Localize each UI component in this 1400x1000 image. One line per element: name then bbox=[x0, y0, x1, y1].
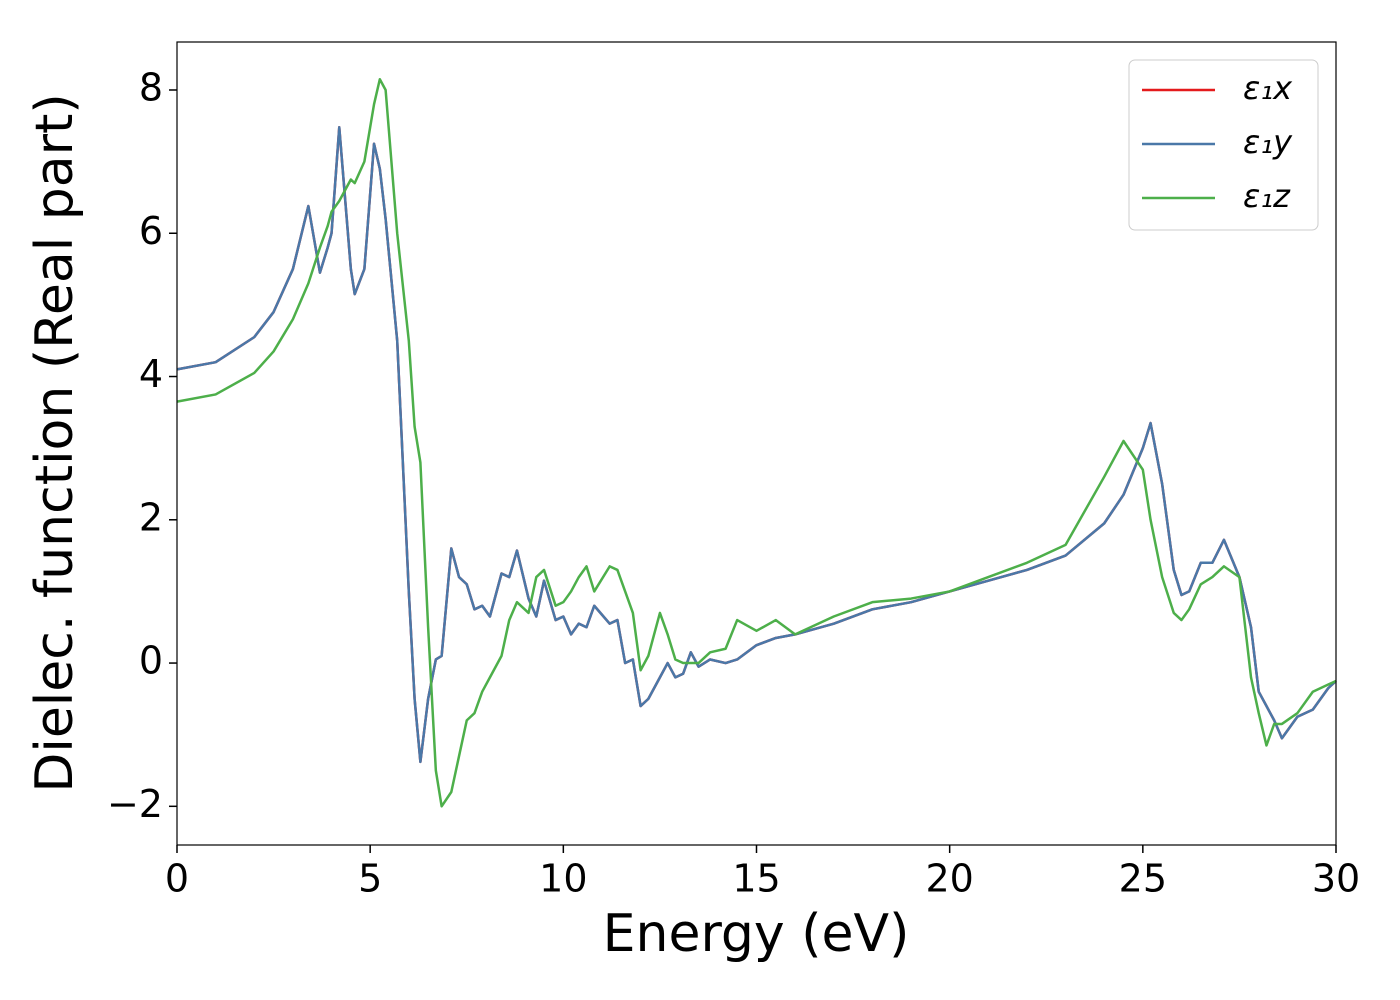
x-tick-label: 20 bbox=[925, 857, 973, 901]
x-tick-label: 25 bbox=[1119, 857, 1167, 901]
y-tick-label: −2 bbox=[107, 782, 163, 826]
y-tick-label: 0 bbox=[139, 639, 163, 683]
legend-label: ε₁z bbox=[1243, 177, 1291, 215]
x-axis-label: Energy (eV) bbox=[603, 904, 910, 964]
y-axis-label: Dielec. function (Real part) bbox=[25, 93, 85, 792]
x-tick-label: 5 bbox=[358, 857, 382, 901]
legend-box bbox=[1128, 59, 1319, 231]
legend-label: ε₁x bbox=[1243, 69, 1293, 107]
series-line bbox=[176, 78, 1337, 808]
y-tick-label: 4 bbox=[139, 352, 163, 396]
legend-label: ε₁y bbox=[1243, 123, 1293, 161]
x-tick-label: 0 bbox=[165, 857, 189, 901]
x-tick-label: 15 bbox=[732, 857, 780, 901]
series-line bbox=[176, 125, 1337, 764]
y-tick-label: 2 bbox=[139, 495, 163, 539]
x-tick-label: 10 bbox=[539, 857, 587, 901]
y-tick-label: 8 bbox=[139, 65, 163, 109]
plot-frame bbox=[176, 41, 1337, 846]
x-tick-label: 30 bbox=[1312, 857, 1360, 901]
y-tick-label: 6 bbox=[139, 209, 163, 253]
